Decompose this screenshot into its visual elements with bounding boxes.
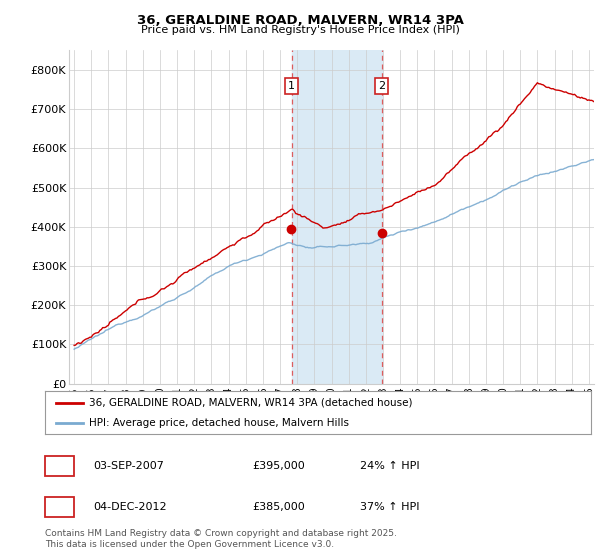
Text: 03-SEP-2007: 03-SEP-2007 <box>93 461 164 471</box>
Text: 2: 2 <box>378 81 385 91</box>
Text: 24% ↑ HPI: 24% ↑ HPI <box>360 461 419 471</box>
Text: Price paid vs. HM Land Registry's House Price Index (HPI): Price paid vs. HM Land Registry's House … <box>140 25 460 35</box>
Text: Contains HM Land Registry data © Crown copyright and database right 2025.
This d: Contains HM Land Registry data © Crown c… <box>45 529 397 549</box>
Text: £385,000: £385,000 <box>252 502 305 512</box>
Text: 2: 2 <box>55 500 64 514</box>
Text: 04-DEC-2012: 04-DEC-2012 <box>93 502 167 512</box>
Text: 36, GERALDINE ROAD, MALVERN, WR14 3PA: 36, GERALDINE ROAD, MALVERN, WR14 3PA <box>137 14 463 27</box>
Text: 37% ↑ HPI: 37% ↑ HPI <box>360 502 419 512</box>
Bar <box>292 50 382 384</box>
Text: 1: 1 <box>288 81 295 91</box>
Text: 1: 1 <box>55 459 64 473</box>
Text: 36, GERALDINE ROAD, MALVERN, WR14 3PA (detached house): 36, GERALDINE ROAD, MALVERN, WR14 3PA (d… <box>89 398 412 408</box>
Text: £395,000: £395,000 <box>252 461 305 471</box>
Text: HPI: Average price, detached house, Malvern Hills: HPI: Average price, detached house, Malv… <box>89 418 349 428</box>
